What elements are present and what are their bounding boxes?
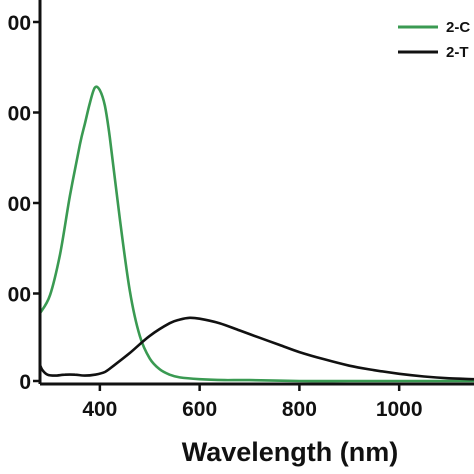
y-tick-label: 00: [8, 284, 31, 307]
series-line-2-c: [38, 85, 474, 383]
y-tick-label: 0: [19, 371, 31, 394]
x-tick-label: 400: [82, 398, 117, 421]
legend-label-2-c: 2-C: [446, 19, 470, 36]
x-tick-label: 800: [282, 398, 317, 421]
legend: 2-C 2-T: [398, 19, 470, 61]
series-line-2-t: [38, 316, 474, 381]
x-tick-label: 600: [182, 398, 217, 421]
x-axis-title: Wavelength (nm): [182, 437, 399, 467]
axes-layer: [38, 0, 474, 386]
series-layer: [38, 85, 474, 383]
x-tick-label: 1000: [376, 398, 423, 421]
legend-label-2-t: 2-T: [446, 44, 469, 61]
y-tick-label: 00: [8, 193, 31, 216]
y-tick-label: 00: [8, 12, 31, 35]
y-tick-label: 00: [8, 103, 31, 126]
